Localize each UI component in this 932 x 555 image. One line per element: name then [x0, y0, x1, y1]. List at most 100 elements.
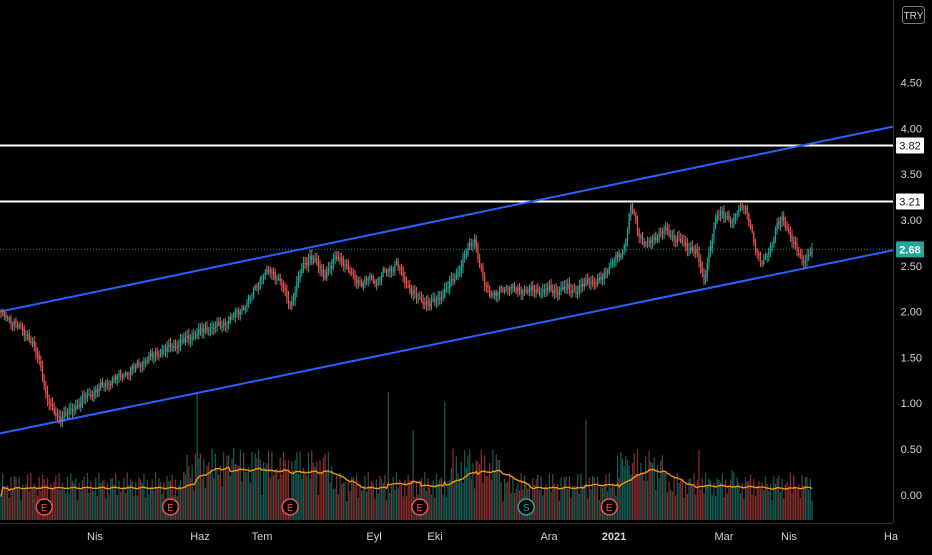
- candle[interactable]: [538, 285, 541, 297]
- candle[interactable]: [808, 248, 810, 262]
- candle[interactable]: [525, 286, 527, 294]
- candle[interactable]: [93, 386, 95, 403]
- candle[interactable]: [678, 230, 680, 242]
- candle[interactable]: [713, 222, 715, 244]
- candle[interactable]: [125, 370, 127, 377]
- candle[interactable]: [361, 278, 363, 288]
- candle[interactable]: [20, 321, 22, 330]
- candle[interactable]: [292, 292, 295, 306]
- candle[interactable]: [739, 202, 742, 212]
- candle[interactable]: [389, 265, 391, 278]
- candle[interactable]: [26, 330, 29, 341]
- candle[interactable]: [138, 358, 140, 369]
- candle[interactable]: [98, 383, 100, 397]
- candle[interactable]: [218, 317, 220, 327]
- candle[interactable]: [341, 252, 343, 268]
- candle[interactable]: [183, 332, 185, 344]
- candle[interactable]: [234, 307, 236, 323]
- candle[interactable]: [206, 321, 208, 335]
- candle[interactable]: [379, 276, 381, 286]
- candle[interactable]: [43, 374, 45, 391]
- candle[interactable]: [505, 284, 507, 293]
- candle[interactable]: [326, 266, 328, 282]
- candle[interactable]: [214, 321, 217, 334]
- candle[interactable]: [375, 279, 378, 291]
- candle[interactable]: [630, 203, 632, 221]
- candle[interactable]: [48, 394, 50, 411]
- candle[interactable]: [148, 351, 150, 364]
- candle[interactable]: [5, 311, 7, 322]
- candle[interactable]: [16, 320, 19, 331]
- candle[interactable]: [269, 266, 271, 278]
- candle[interactable]: [788, 223, 790, 235]
- candle[interactable]: [459, 265, 461, 278]
- candle[interactable]: [276, 275, 278, 285]
- candle[interactable]: [794, 236, 797, 250]
- candle[interactable]: [710, 240, 712, 258]
- candle[interactable]: [400, 263, 403, 277]
- candle[interactable]: [322, 264, 325, 282]
- candle[interactable]: [380, 272, 383, 286]
- candle[interactable]: [801, 248, 803, 266]
- candle[interactable]: [332, 252, 335, 271]
- candle[interactable]: [257, 281, 260, 295]
- candle[interactable]: [156, 347, 158, 360]
- candle[interactable]: [277, 273, 280, 281]
- candle[interactable]: [726, 211, 728, 221]
- candle[interactable]: [141, 360, 143, 373]
- candle[interactable]: [399, 264, 401, 275]
- candle[interactable]: [656, 233, 659, 243]
- candle[interactable]: [515, 286, 517, 295]
- candle[interactable]: [718, 209, 720, 221]
- candle[interactable]: [517, 284, 519, 298]
- candle[interactable]: [126, 371, 128, 379]
- candle[interactable]: [317, 255, 320, 274]
- candle[interactable]: [174, 339, 177, 352]
- candle[interactable]: [30, 335, 32, 346]
- candle[interactable]: [131, 363, 133, 376]
- candle[interactable]: [311, 249, 313, 266]
- candle[interactable]: [746, 204, 748, 220]
- candle[interactable]: [249, 295, 251, 304]
- candle[interactable]: [337, 251, 339, 262]
- candle[interactable]: [434, 292, 436, 307]
- candle[interactable]: [606, 268, 609, 279]
- candle[interactable]: [139, 362, 142, 373]
- candle[interactable]: [0, 308, 2, 319]
- candle[interactable]: [103, 381, 105, 392]
- candle[interactable]: [482, 262, 484, 281]
- candle[interactable]: [321, 264, 323, 277]
- candle[interactable]: [199, 323, 202, 336]
- candle[interactable]: [264, 269, 266, 280]
- candle[interactable]: [151, 347, 153, 362]
- candle[interactable]: [113, 374, 115, 384]
- candle[interactable]: [196, 328, 198, 340]
- candle[interactable]: [143, 357, 145, 371]
- candle[interactable]: [778, 216, 780, 229]
- candle[interactable]: [7, 315, 9, 322]
- candle[interactable]: [645, 240, 647, 248]
- candle[interactable]: [751, 223, 753, 235]
- candle[interactable]: [769, 242, 772, 258]
- candle[interactable]: [395, 258, 398, 266]
- candle[interactable]: [427, 294, 429, 311]
- candle[interactable]: [13, 318, 15, 332]
- candle[interactable]: [701, 261, 703, 278]
- candle[interactable]: [575, 285, 577, 298]
- candle[interactable]: [588, 277, 590, 289]
- candle[interactable]: [492, 290, 494, 299]
- candle[interactable]: [728, 210, 730, 223]
- candle[interactable]: [774, 226, 777, 244]
- candle[interactable]: [68, 403, 70, 420]
- candle[interactable]: [553, 284, 556, 300]
- candle[interactable]: [221, 320, 223, 333]
- candle[interactable]: [615, 252, 617, 267]
- candle[interactable]: [397, 257, 399, 271]
- candle[interactable]: [695, 244, 697, 259]
- candle[interactable]: [241, 305, 243, 315]
- candle[interactable]: [462, 252, 464, 274]
- candle[interactable]: [598, 272, 600, 284]
- candle[interactable]: [543, 284, 546, 298]
- candle[interactable]: [658, 228, 660, 244]
- candle[interactable]: [384, 266, 386, 274]
